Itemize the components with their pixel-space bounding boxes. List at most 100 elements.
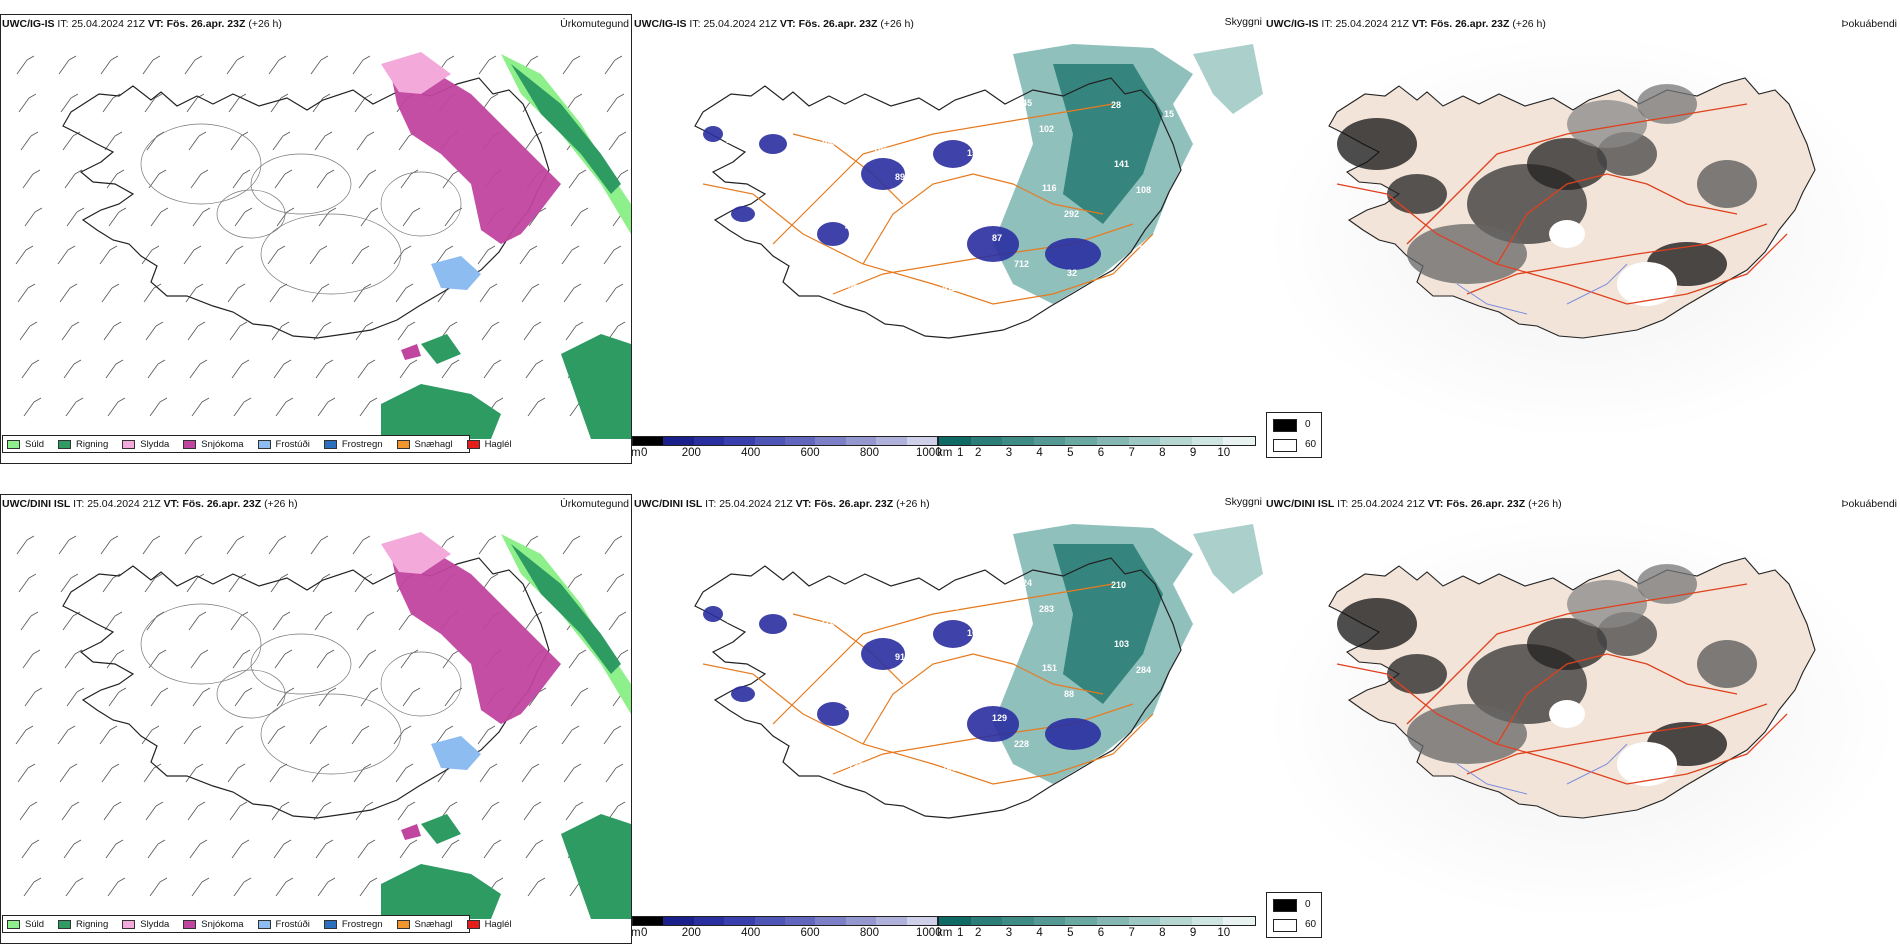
legend-item: Snæhagl [396, 438, 453, 450]
legend-item: Snæhagl [396, 918, 453, 930]
ceiling-label: 284 [1136, 665, 1151, 675]
panel-title: Skyggni [1224, 496, 1262, 508]
panel-header: UWC/IG-IS IT: 25.04.2024 21Z VT: Fös. 26… [2, 17, 630, 31]
panel-header: UWC/DINI ISL IT: 25.04.2024 21Z VT: Fös.… [1266, 497, 1898, 511]
colorbar-tick: 400 [741, 927, 761, 939]
legend-item: Frostúði [257, 919, 310, 930]
legend-label: Súld [25, 438, 45, 450]
ceiling-label: 273 [820, 617, 835, 627]
ceiling-label: 121 [773, 246, 788, 256]
colorbar-unit: m [632, 927, 641, 939]
ceiling-label: 25 [723, 76, 733, 86]
colorbar-step [906, 917, 938, 925]
ceiling-map: 331 273 304 228 210 513 364 248 283 284 181 106 104 8… [694, 524, 1263, 819]
colorbar-step [1223, 917, 1255, 925]
legend-label: Haglél [484, 918, 512, 930]
ceiling-label: 145 [1017, 98, 1032, 108]
legend-swatch [323, 439, 337, 449]
colorbar-step [845, 437, 877, 445]
colorbar-tick: 200 [681, 447, 701, 459]
colorbar-step [939, 917, 971, 925]
colorbar-step [815, 917, 846, 925]
panel-header: UWC/DINI ISL IT: 25.04.2024 21Z VT: Fös.… [634, 497, 1262, 511]
model-name: UWC/IG-IS [2, 18, 55, 30]
ceiling-label: 528 [748, 161, 763, 171]
model-name: UWC/IG-IS [1266, 18, 1319, 30]
colorbar-step [1002, 437, 1034, 445]
colorbar-step [724, 437, 755, 445]
fog-map [1267, 34, 1897, 439]
fog-map [1267, 514, 1897, 919]
legend-item: Frostregn [323, 919, 383, 930]
ceiling-label: 151 [1042, 663, 1057, 673]
ceiling-label: 104 [967, 628, 982, 638]
panel-header: UWC/IG-IS IT: 25.04.2024 21Z VT: Fös. 26… [1266, 17, 1898, 31]
legend-swatch [183, 439, 197, 449]
vt-label: VT: [163, 498, 180, 510]
colorbar-tick: 10 [1217, 927, 1231, 939]
ceiling-label: 15 [1164, 109, 1174, 119]
vt-label: VT: [1411, 18, 1428, 30]
colorbar-step [1002, 917, 1034, 925]
colorbar-step [970, 437, 1003, 445]
ceiling-label: 84 [1089, 774, 1099, 784]
fog-swatch [1273, 439, 1297, 452]
colorbar-tick: 6 [1097, 927, 1105, 939]
vt-label: VT: [779, 18, 796, 30]
model-name: UWC/DINI ISL [2, 498, 71, 510]
colorbar-step [754, 437, 786, 445]
visibility-colorbar: km 1 2 3 4 5 6 7 8 9 10 [937, 436, 1256, 464]
fog-value: 0 [1305, 419, 1311, 430]
colorbar-tick: 600 [800, 447, 820, 459]
ceiling-label: 650 [726, 615, 741, 625]
it-value: 25.04.2024 21Z [71, 18, 145, 30]
colorbar-step [724, 917, 755, 925]
legend-label: Snæhagl [414, 438, 453, 450]
colorbar-step [845, 917, 877, 925]
colorbar-tick: 0 [641, 927, 648, 939]
legend-swatch [58, 439, 72, 449]
legend-item: Rigning [58, 919, 108, 930]
colorbar-step [1096, 917, 1129, 925]
colorbar-tick: 2 [975, 927, 982, 939]
colorbar-step [663, 917, 694, 925]
colorbar-tick: 4 [1036, 927, 1043, 939]
panel-title: Úrkomutegund [560, 18, 629, 30]
ceiling-label: 283 [1039, 604, 1054, 614]
colorbar-step [939, 437, 971, 445]
ceiling-label: 106 [870, 567, 885, 577]
colorbar-step [693, 437, 725, 445]
elevation-colorbar: m 0 200 400 600 800 1000 [632, 916, 942, 944]
colorbar-tick: 5 [1067, 927, 1074, 939]
colorbar-swatches [632, 916, 938, 926]
colorbar-unit: km [937, 447, 953, 459]
fog-panel-1: UWC/IG-IS IT: 25.04.2024 21Z VT: Fös. 26… [1264, 14, 1900, 464]
fog-value: 0 [1305, 899, 1311, 910]
colorbar-tick: 1 [957, 927, 964, 939]
legend-swatch [7, 919, 20, 929]
colorbar-tick: 7 [1128, 927, 1135, 939]
it-label: IT: [1321, 18, 1333, 30]
colorbar-step [970, 917, 1003, 925]
legend-label: Snæhagl [414, 918, 453, 930]
colorbar-tick: 8 [1159, 447, 1166, 459]
colorbar-tick: 400 [741, 447, 761, 459]
vt-value: Fös. 26.apr. 23Z [798, 18, 878, 30]
fog-panel-2: UWC/DINI ISL IT: 25.04.2024 21Z VT: Fös.… [1264, 494, 1900, 944]
legend-item: Haglél [466, 438, 512, 450]
legend-swatch [396, 919, 410, 929]
fog-swatch [1273, 899, 1297, 912]
ceiling-label: 91 [895, 652, 905, 662]
map-frame [0, 494, 632, 944]
colorbar-tick: 800 [859, 927, 880, 939]
legend-item: Súld [7, 439, 44, 450]
legend-swatch [257, 439, 271, 449]
ceiling-label: 82 [920, 257, 930, 267]
ceiling-label: 103 [1114, 639, 1129, 649]
colorbar-tick: 1000 [916, 447, 942, 459]
ceiling-map: 25 263 320 712 28 528 459 411 102 108 121 63 150 292 2… [694, 44, 1263, 339]
legend-swatch [396, 439, 410, 449]
legend-label: Haglél [484, 438, 512, 450]
colorbar-step [1128, 917, 1161, 925]
ceiling-panel-1: UWC/IG-IS IT: 25.04.2024 21Z VT: Fös. 26… [632, 14, 1264, 464]
